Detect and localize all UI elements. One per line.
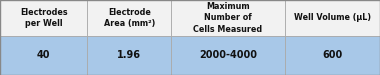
Bar: [0, 36, 87, 75]
Bar: [285, 0, 380, 36]
Text: Electrode
Area (mm²): Electrode Area (mm²): [103, 8, 155, 28]
Text: Well Volume (µL): Well Volume (µL): [294, 14, 371, 22]
Bar: [87, 0, 171, 36]
Text: 40: 40: [37, 50, 51, 61]
Text: 600: 600: [322, 50, 343, 61]
Bar: [171, 0, 285, 36]
Text: Electrodes
per Well: Electrodes per Well: [20, 8, 68, 28]
Bar: [0, 0, 87, 36]
Text: 1.96: 1.96: [117, 50, 141, 61]
Text: Maximum
Number of
Cells Measured: Maximum Number of Cells Measured: [193, 2, 263, 34]
Bar: [87, 36, 171, 75]
Bar: [171, 36, 285, 75]
Bar: [285, 36, 380, 75]
Text: 2000-4000: 2000-4000: [199, 50, 257, 61]
